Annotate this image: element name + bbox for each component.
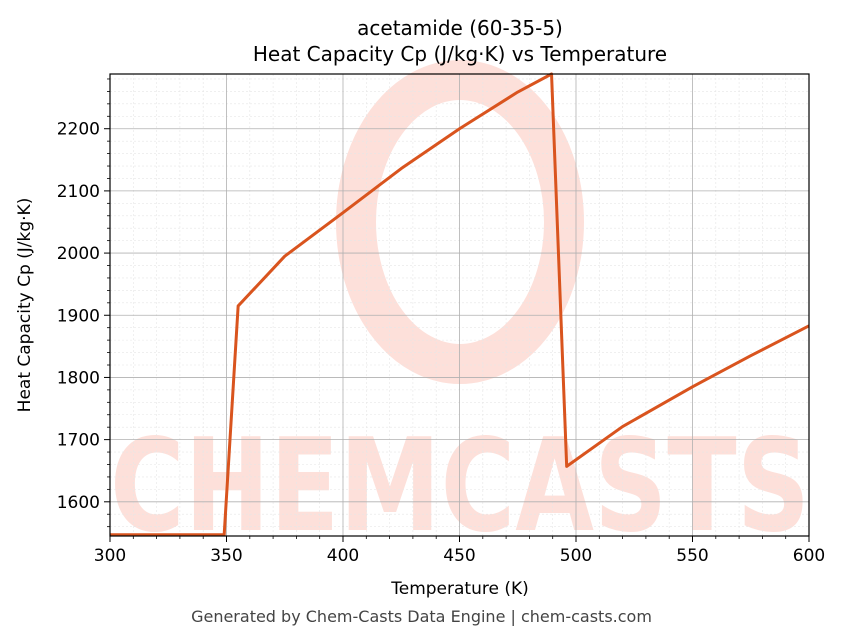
chart-title-line-1: acetamide (60-35-5) (357, 16, 563, 40)
y-tick-label: 1700 (57, 431, 100, 451)
watermark: CHEMCASTS (110, 60, 810, 561)
axis-ticks: 300 350 400 450 500 550 600 1600 1700 1800 1900 200… (57, 78, 825, 566)
x-tick-label: 600 (793, 546, 825, 566)
plot-area (110, 72, 810, 537)
x-axis-label: Temperature (K) (390, 579, 529, 599)
y-tick-label: 2100 (57, 182, 100, 202)
y-tick-label: 2000 (57, 244, 100, 264)
x-tick-label: 500 (560, 546, 592, 566)
watermark-logo-ring (336, 60, 584, 384)
y-tick-label: 1600 (57, 493, 100, 513)
y-tick-label: 1800 (57, 368, 100, 388)
x-tick-label: 400 (327, 546, 359, 566)
footer-credit: Generated by Chem-Casts Data Engine | ch… (191, 607, 652, 626)
x-tick-label: 300 (94, 546, 126, 566)
x-tick-label: 450 (443, 546, 475, 566)
chart-title-line-2: Heat Capacity Cp (J/kg·K) vs Temperature (253, 42, 667, 66)
x-tick-label: 350 (210, 546, 242, 566)
y-tick-label: 1900 (57, 306, 100, 326)
y-tick-label: 2200 (57, 120, 100, 140)
x-tick-label: 550 (676, 546, 708, 566)
y-axis-label: Heat Capacity Cp (J/kg·K) (15, 198, 35, 413)
cp-series-line (110, 72, 810, 537)
